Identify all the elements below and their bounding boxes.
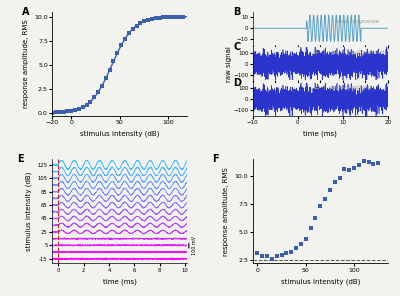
Text: +: +	[312, 48, 319, 57]
Point	[307, 226, 314, 230]
Text: C: C	[234, 42, 241, 52]
Y-axis label: stimulus intensity (dB): stimulus intensity (dB)	[26, 172, 32, 251]
Point	[283, 251, 290, 255]
Point	[366, 160, 372, 165]
Point	[375, 161, 382, 166]
Point	[254, 251, 260, 256]
Text: F: F	[212, 154, 218, 164]
Point	[336, 176, 343, 180]
X-axis label: time (ms): time (ms)	[303, 131, 337, 137]
Point	[361, 158, 367, 163]
Point	[341, 167, 348, 171]
Text: =: =	[312, 83, 319, 92]
Point	[259, 253, 265, 258]
Text: E: E	[17, 154, 23, 164]
Point	[278, 252, 285, 257]
Point	[332, 180, 338, 184]
Point	[322, 196, 328, 201]
Text: pure background: pure background	[330, 50, 384, 55]
Text: superposition: superposition	[330, 85, 372, 90]
Y-axis label: raw signal: raw signal	[226, 46, 232, 82]
Point	[317, 204, 324, 209]
Text: 100 mV: 100 mV	[192, 236, 196, 255]
Point	[274, 253, 280, 258]
Y-axis label: response amplitude, RMS: response amplitude, RMS	[223, 167, 229, 256]
Text: A: A	[22, 7, 30, 17]
Point	[302, 237, 309, 242]
X-axis label: stimulus intensity (dB): stimulus intensity (dB)	[80, 131, 160, 137]
X-axis label: stimulus intensity (dB): stimulus intensity (dB)	[280, 278, 360, 285]
Point	[327, 187, 333, 192]
Point	[356, 162, 362, 167]
Point	[312, 216, 319, 221]
Point	[293, 245, 299, 250]
Text: D: D	[234, 78, 242, 88]
Point	[370, 162, 377, 166]
Text: pure response: pure response	[334, 19, 379, 24]
Point	[351, 165, 357, 170]
Text: B: B	[234, 7, 241, 17]
X-axis label: time (ms): time (ms)	[103, 278, 137, 285]
Y-axis label: response amplitude, RMS: response amplitude, RMS	[23, 20, 29, 108]
Point	[269, 256, 275, 261]
Point	[298, 242, 304, 247]
Point	[346, 167, 352, 172]
Point	[264, 254, 270, 258]
Point	[288, 250, 294, 254]
